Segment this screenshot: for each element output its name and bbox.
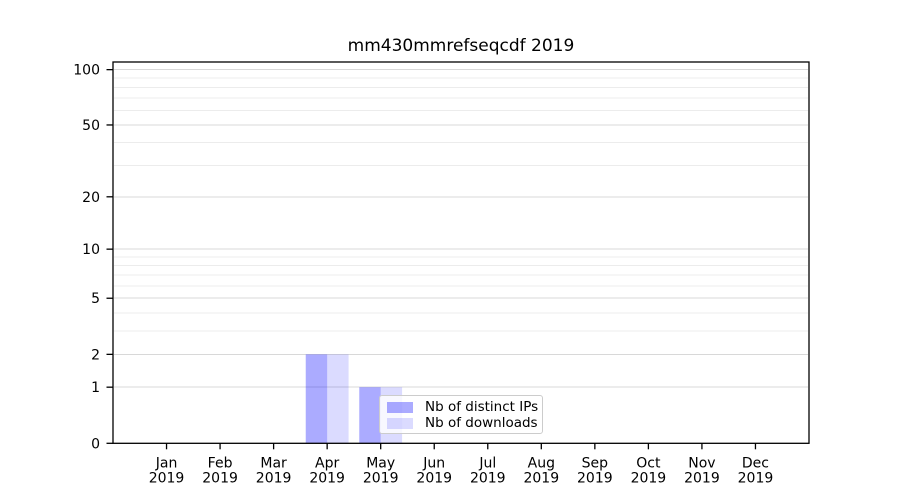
x-tick-label-month: Sep (582, 456, 609, 472)
legend-swatch-downloads (387, 417, 413, 429)
legend-label-distinct-ips: Nb of distinct IPs (425, 399, 539, 415)
bar-distinct-ips (359, 387, 381, 444)
y-tick-label: 2 (91, 347, 100, 363)
y-tick-label: 0 (91, 436, 100, 452)
x-tick-label-month: Oct (636, 456, 661, 472)
legend-swatch-distinct-ips (387, 401, 413, 413)
major-gridlines (114, 69, 808, 388)
y-axis: 0 1 2 5 10 20 50 100 (73, 63, 113, 452)
y-tick-label: 5 (91, 291, 100, 307)
y-tick-label: 20 (82, 190, 100, 206)
x-tick-label-month: Jan (155, 456, 178, 472)
x-tick-label-month: Jun (422, 456, 445, 472)
y-tick-label: 50 (82, 118, 100, 134)
legend-label-downloads: Nb of downloads (425, 415, 538, 431)
x-tick-label-month: Aug (528, 456, 555, 472)
bar-downloads (327, 354, 349, 444)
legend-item-downloads: Nb of downloads (387, 415, 538, 431)
x-tick-label-year: 2019 (202, 471, 238, 487)
x-axis: Jan2019Feb2019Mar2019Apr2019May2019Jun20… (149, 443, 774, 487)
x-tick-label-year: 2019 (470, 471, 506, 487)
x-tick-label-month: Dec (742, 456, 769, 472)
x-tick-label-month: Apr (315, 456, 339, 472)
x-tick-label-month: Feb (208, 456, 233, 472)
x-tick-label-year: 2019 (577, 471, 613, 487)
y-tick-label: 1 (91, 380, 100, 396)
x-tick-label-month: May (366, 456, 395, 472)
legend-item-distinct-ips: Nb of distinct IPs (387, 399, 539, 415)
x-tick-label-year: 2019 (684, 471, 720, 487)
x-tick-label-month: Mar (260, 456, 287, 472)
legend: Nb of distinct IPs Nb of downloads (379, 395, 543, 434)
y-tick-label: 100 (73, 63, 100, 79)
x-tick-label-year: 2019 (256, 471, 292, 487)
x-tick-label-year: 2019 (149, 471, 185, 487)
x-tick-label-month: Jul (478, 456, 496, 472)
x-tick-label-year: 2019 (416, 471, 452, 487)
x-tick-label-year: 2019 (363, 471, 399, 487)
x-tick-label-year: 2019 (631, 471, 667, 487)
y-tick-label: 10 (82, 242, 100, 258)
chart-title: mm430mmrefseqcdf 2019 (347, 36, 575, 56)
minor-gridlines (114, 77, 808, 332)
plot-frame (112, 61, 810, 444)
x-tick-label-year: 2019 (523, 471, 559, 487)
x-tick-label-month: Nov (688, 456, 715, 472)
x-tick-label-year: 2019 (738, 471, 774, 487)
bar-distinct-ips (305, 354, 328, 444)
x-tick-label-year: 2019 (309, 471, 345, 487)
